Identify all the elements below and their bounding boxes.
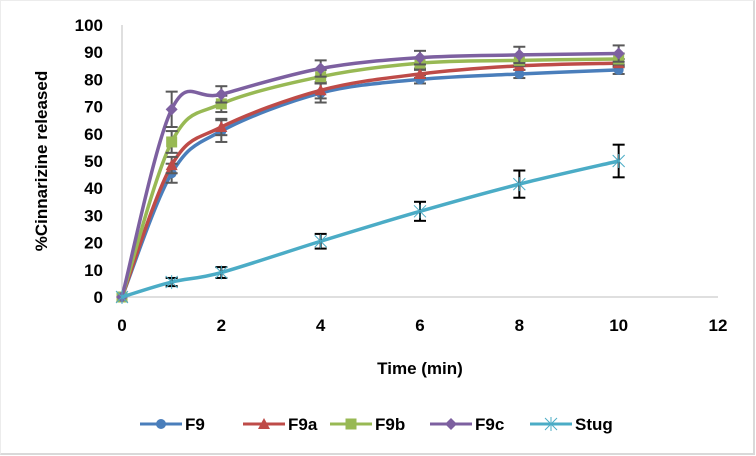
- y-tick-label: 80: [84, 70, 103, 89]
- x-tick-labels: 0 2 4 6 8 10 12: [117, 316, 727, 335]
- series-layer: [115, 44, 626, 304]
- data-point: [314, 84, 327, 96]
- y-tick-label: 50: [84, 152, 103, 171]
- data-point: [512, 177, 526, 192]
- x-tick-label: 4: [316, 316, 326, 335]
- y-tick-label: 100: [75, 16, 103, 35]
- data-point: [115, 290, 129, 304]
- x-tick-label: 8: [515, 316, 524, 335]
- series-f9: [117, 64, 625, 302]
- data-point: [165, 275, 179, 290]
- legend-item-stug: Stug: [530, 415, 613, 434]
- data-point: [165, 159, 178, 171]
- x-tick-label: 0: [117, 316, 126, 335]
- series-f9c: [116, 44, 625, 303]
- series-line: [120, 61, 619, 298]
- y-tick-label: 30: [84, 206, 103, 225]
- axes: [121, 25, 718, 298]
- y-tick-label: 70: [84, 98, 103, 117]
- legend-marker-icon: [544, 417, 558, 431]
- legend-label: F9a: [288, 415, 318, 434]
- data-point: [513, 48, 526, 61]
- data-point: [314, 62, 327, 75]
- legend-label: F9c: [475, 415, 504, 434]
- legend-marker-icon: [445, 418, 457, 430]
- y-axis-title: %Cinnarizine released: [32, 71, 51, 251]
- legend-item-f9c: F9c: [430, 415, 504, 434]
- legend-label: F9: [185, 415, 205, 434]
- data-point: [165, 103, 178, 116]
- x-tick-label: 10: [609, 316, 628, 335]
- y-tick-label: 20: [84, 234, 103, 253]
- x-axis-title: Time (min): [377, 359, 463, 378]
- y-tick-label: 60: [84, 125, 103, 144]
- data-point: [215, 88, 228, 101]
- data-point: [413, 204, 427, 219]
- data-point: [215, 121, 228, 132]
- data-point: [612, 154, 626, 168]
- x-tick-label: 12: [709, 316, 728, 335]
- x-tick-label: 2: [217, 316, 226, 335]
- series-line: [120, 68, 619, 298]
- data-point: [612, 47, 625, 60]
- y-tick-label: 90: [84, 43, 103, 62]
- y-tick-labels: 0 10 20 30 40 50 60 70 80 90 100: [75, 16, 103, 307]
- legend-label: F9b: [375, 415, 405, 434]
- series-stug: [115, 143, 626, 304]
- x-tick-label: 6: [415, 316, 424, 335]
- legend-item-f9: F9: [140, 415, 205, 434]
- y-tick-label: 40: [84, 179, 103, 198]
- legend-marker-icon: [156, 419, 166, 429]
- y-tick-label: 0: [94, 288, 103, 307]
- data-point: [215, 98, 227, 110]
- legend: F9 F9a F9b F9c Stug: [140, 415, 613, 434]
- series-line: [120, 51, 619, 298]
- data-point: [414, 51, 426, 64]
- legend-label: Stug: [575, 415, 613, 434]
- legend-marker-icon: [345, 418, 357, 430]
- series-line: [121, 159, 620, 299]
- data-point: [214, 265, 228, 280]
- series-f9a: [116, 57, 625, 302]
- data-point: [166, 136, 178, 148]
- y-tick-label: 10: [84, 261, 103, 280]
- data-point: [414, 67, 426, 79]
- data-point: [314, 234, 328, 249]
- data-point: [514, 68, 525, 79]
- legend-item-f9b: F9b: [330, 415, 405, 434]
- legend-marker-icon: [258, 418, 270, 429]
- legend-item-f9a: F9a: [243, 415, 318, 434]
